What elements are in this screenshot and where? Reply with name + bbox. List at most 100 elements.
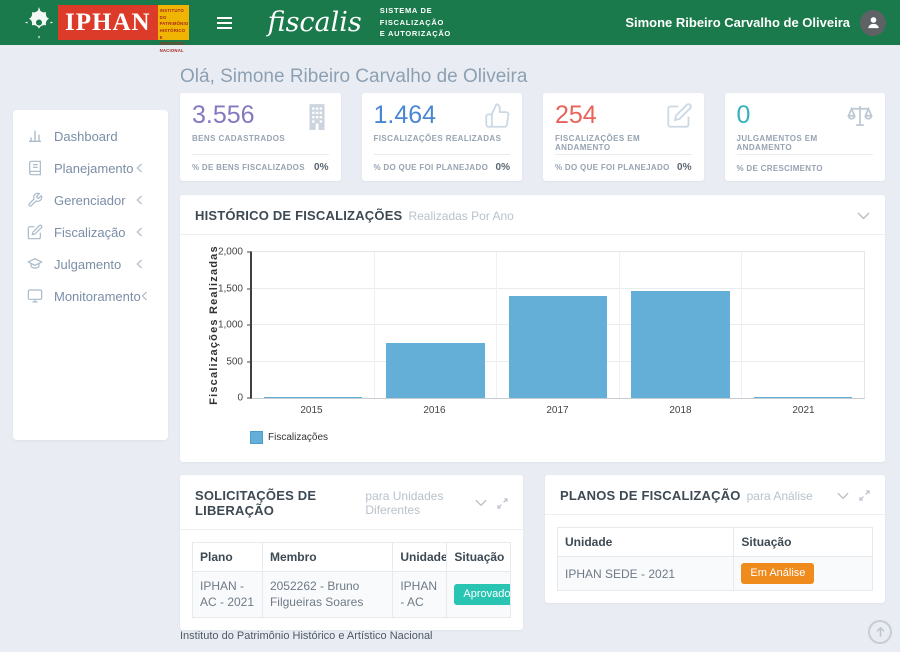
scroll-to-top-button[interactable] bbox=[868, 620, 892, 644]
chart-panel-title: HISTÓRICO DE FISCALIZAÇÕES bbox=[195, 208, 403, 223]
person-icon bbox=[867, 17, 879, 29]
iphan-logo[interactable]: IPHAN Instituto do Patrimônio Histórico … bbox=[22, 5, 189, 53]
table-row[interactable]: IPHAN SEDE - 2021 Em Análise bbox=[556, 556, 873, 592]
y-tick-label: 2,000 bbox=[217, 246, 243, 258]
chevron-left-icon bbox=[136, 195, 142, 205]
sidebar-item-label: Monitoramento bbox=[54, 288, 141, 304]
divider bbox=[373, 154, 510, 155]
x-tick-label: 2021 bbox=[792, 405, 815, 416]
expand-icon[interactable] bbox=[497, 497, 508, 509]
chart-bar bbox=[263, 396, 363, 398]
column-header: Plano bbox=[192, 541, 263, 573]
sidebar-item-julgamento[interactable]: Julgamento bbox=[13, 248, 168, 280]
iphan-acronym: IPHAN bbox=[58, 5, 158, 40]
stat-label: BENS CADASTRADOS bbox=[192, 133, 286, 143]
book-icon bbox=[29, 160, 41, 176]
chevron-down-icon[interactable] bbox=[837, 492, 849, 500]
sidebar-item-monitoramento[interactable]: Monitoramento bbox=[13, 280, 168, 312]
stat-foot-value: 0% bbox=[495, 162, 510, 173]
y-tick-label: 1,500 bbox=[217, 283, 243, 294]
sidebar-item-dashboard[interactable]: Dashboard bbox=[13, 120, 168, 152]
column-header: Situação bbox=[446, 541, 511, 573]
table-header-row: Unidade Situação bbox=[556, 526, 873, 558]
footer-text: Instituto do Patrimônio Histórico e Artí… bbox=[180, 630, 433, 642]
column-header: Membro bbox=[261, 541, 394, 573]
expand-icon[interactable] bbox=[859, 490, 870, 501]
chevron-left-icon bbox=[136, 163, 142, 173]
table-header-row: Plano Membro Unidade Situação bbox=[192, 541, 511, 573]
stat-foot-value: 0% bbox=[677, 162, 692, 173]
chart-bar bbox=[631, 291, 730, 398]
chart-slot bbox=[742, 252, 864, 398]
stat-value: 254 bbox=[555, 101, 597, 129]
divider bbox=[555, 154, 692, 155]
chevron-down-icon[interactable] bbox=[857, 211, 870, 220]
legend-label: Fiscalizações bbox=[268, 432, 329, 443]
plans-panel-subtitle: para Análise bbox=[746, 488, 813, 503]
iphan-full-name: Instituto do Patrimônio Histórico e Artí… bbox=[157, 5, 189, 53]
table-row[interactable]: IPHAN - AC - 2021 2052262 - Bruno Filgue… bbox=[192, 571, 511, 618]
fiscalization-plans-panel: PLANOS DE FISCALIZAÇÃO para Análise Unid… bbox=[545, 475, 885, 604]
system-name: SISTEMA DE FISCALIZAÇÃO E AUTORIZAÇÃO bbox=[379, 6, 451, 39]
stat-card-fiscalizacoes-andamento: 254 FISCALIZAÇÕES EM ANDAMENTO % DO QUE … bbox=[543, 93, 704, 181]
stat-cards-row: 3.556 BENS CADASTRADOS % DE BENS FISCALI… bbox=[180, 93, 885, 181]
building-icon bbox=[304, 102, 330, 135]
chart-slot bbox=[375, 252, 498, 398]
status-badge-approved: Aprovado bbox=[454, 583, 510, 605]
stat-foot-value: 0% bbox=[314, 162, 329, 173]
user-menu[interactable]: Simone Ribeiro Carvalho de Oliveira bbox=[625, 9, 886, 36]
thumbs-up-icon bbox=[484, 102, 511, 134]
column-header: Unidade bbox=[556, 526, 735, 558]
column-header: Unidade bbox=[392, 541, 448, 573]
chevron-left-icon bbox=[141, 291, 147, 301]
sidebar-item-label: Fiscalização bbox=[54, 224, 126, 240]
graduation-cap-icon bbox=[27, 257, 43, 269]
liberation-panel-title: SOLICITAÇÕES DE LIBERAÇÃO bbox=[195, 488, 317, 518]
stat-foot-label: % DO QUE FOI PLANEJADO bbox=[373, 163, 489, 172]
chevron-left-icon bbox=[136, 259, 142, 269]
y-tick-label: 0 bbox=[237, 392, 243, 404]
chevron-down-icon[interactable] bbox=[475, 499, 487, 507]
chart-bar bbox=[753, 397, 853, 398]
cell-unidade: IPHAN - AC bbox=[392, 571, 448, 618]
stat-label: JULGAMENTOS EM ANDAMENTO bbox=[736, 133, 818, 152]
legend-swatch bbox=[250, 431, 263, 444]
divider bbox=[736, 154, 873, 155]
stat-value: 3.556 bbox=[192, 101, 255, 129]
divider bbox=[192, 154, 329, 155]
status-badge-analysis: Em Análise bbox=[741, 563, 815, 585]
menu-icon[interactable] bbox=[213, 10, 236, 36]
sidebar-item-fiscalizacao[interactable]: Fiscalização bbox=[13, 216, 168, 248]
bar-chart-icon bbox=[29, 130, 41, 142]
chart-slot bbox=[497, 252, 620, 398]
avatar[interactable] bbox=[860, 9, 886, 36]
stat-foot-label: % DE CRESCIMENTO bbox=[736, 164, 823, 173]
chart-bar bbox=[386, 343, 485, 398]
chart-panel: HISTÓRICO DE FISCALIZAÇÕES Realizadas Po… bbox=[180, 195, 885, 462]
chart-plot-area: 0 500 1,000 1,500 2,000 bbox=[218, 247, 865, 404]
cell-unidade: IPHAN SEDE - 2021 bbox=[556, 556, 735, 592]
monitor-icon bbox=[27, 289, 43, 303]
user-name: Simone Ribeiro Carvalho de Oliveira bbox=[625, 15, 850, 30]
y-tick-label: 1,000 bbox=[217, 319, 243, 331]
sidebar-item-planejamento[interactable]: Planejamento bbox=[13, 152, 168, 184]
y-tick-label: 500 bbox=[226, 356, 243, 367]
top-header: IPHAN Instituto do Patrimônio Histórico … bbox=[0, 0, 900, 53]
stat-label: FISCALIZAÇÕES EM ANDAMENTO bbox=[555, 133, 641, 152]
wrench-icon bbox=[28, 192, 43, 207]
chart-legend-item[interactable]: Fiscalizações bbox=[250, 431, 328, 444]
sidebar-item-gerenciador[interactable]: Gerenciador bbox=[13, 184, 168, 216]
x-tick-label: 2016 bbox=[423, 405, 446, 416]
fiscalizacoes-bar-chart: Fiscalizações Realizadas 0 500 1,000 1,5… bbox=[200, 241, 865, 453]
stat-value: 1.464 bbox=[373, 101, 437, 129]
chart-bar bbox=[508, 295, 608, 398]
sidebar-item-label: Julgamento bbox=[54, 256, 122, 272]
stat-foot-label: % DE BENS FISCALIZADOS bbox=[192, 163, 305, 172]
stat-value: 0 bbox=[736, 101, 751, 129]
x-tick-label: 2018 bbox=[669, 405, 692, 416]
chart-slot bbox=[252, 252, 375, 398]
plans-table: Unidade Situação IPHAN SEDE - 2021 Em An… bbox=[556, 526, 873, 592]
cell-membro: 2052262 - Bruno Filgueiras Soares bbox=[261, 571, 394, 618]
edit-icon bbox=[666, 102, 693, 134]
liberation-panel-subtitle: para Unidades Diferentes bbox=[365, 489, 444, 517]
